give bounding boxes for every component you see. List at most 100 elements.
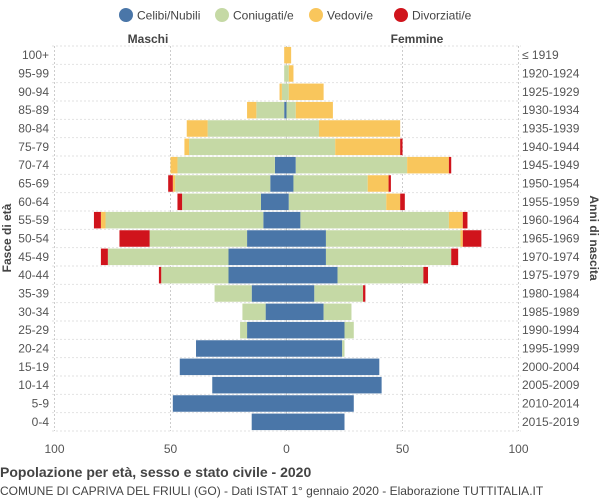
bar-male-celibi-70-74: [274, 156, 287, 174]
bar-female-celibi-20-24: [286, 340, 343, 357]
bar-male-divorziati-50-54: [119, 230, 150, 247]
bar-female-divorziati-70-74: [448, 156, 452, 174]
birth-year-label: 1950-1954: [522, 177, 580, 191]
bar-female-celibi-30-34: [286, 303, 324, 321]
bar-male-coniugati-80-84: [207, 120, 287, 137]
bar-female-vedovi-100+: [286, 46, 292, 64]
bar-male-vedovi-70-74: [170, 156, 178, 174]
age-label: 60-64: [18, 195, 49, 209]
bar-female-vedovi-70-74: [407, 156, 449, 174]
bar-female-coniugati-75-79: [286, 138, 336, 156]
age-label: 65-69: [18, 177, 49, 191]
bar-female-coniugati-60-64: [288, 193, 387, 211]
bar-female-divorziati-50-54: [462, 230, 482, 247]
birth-year-label: 1920-1924: [522, 67, 580, 81]
legend-label-vedovi: Vedovi/e: [327, 9, 373, 23]
bar-female-divorziati-65-69: [388, 175, 391, 192]
bar-male-celibi-50-54: [247, 230, 287, 247]
bar-male-celibi-25-29: [247, 321, 287, 339]
age-label: 95-99: [18, 67, 49, 81]
bar-male-divorziati-55-59: [93, 211, 101, 229]
birth-year-label: 2015-2019: [522, 415, 580, 429]
bar-male-coniugati-70-74: [177, 156, 275, 174]
y-axis-label-right: Anni di nascita: [587, 195, 600, 281]
bar-male-celibi-45-49: [228, 248, 287, 266]
y-axis-label-left: Fasce di età: [0, 203, 14, 272]
birth-year-labels: ≤ 1919 1920-1924 1925-1929 1930-1934 1935-19…: [522, 48, 580, 429]
birth-year-label: 1945-1949: [522, 158, 580, 172]
bar-male-celibi-60-64: [260, 193, 287, 211]
bar-female-coniugati-65-69: [293, 175, 368, 192]
bar-female-coniugati-30-34: [323, 303, 352, 321]
age-label: 85-89: [18, 103, 49, 117]
bar-female-coniugati-85-89: [286, 101, 296, 119]
age-label: 30-34: [18, 305, 49, 319]
legend-item-coniugati: Coniugati/e: [215, 8, 294, 23]
x-tick-label: 100: [44, 442, 64, 456]
femmine-heading: Femmine: [391, 32, 444, 46]
bar-female-divorziati-35-39: [363, 285, 366, 302]
bar-male-celibi-5-9: [172, 395, 287, 412]
birth-year-label: 1990-1994: [522, 323, 580, 337]
age-group-labels: 100+ 95-99 90-94 85-89 80-84 75-79 70-74 65-69 6…: [18, 48, 49, 429]
bar-female-vedovi-80-84: [318, 120, 401, 137]
bar-male-coniugati-90-94: [281, 83, 287, 101]
bar-female-celibi-40-44: [286, 266, 338, 284]
legend: Celibi/Nubili Coniugati/e Vedovi/e Divorzia…: [119, 8, 472, 23]
bar-male-celibi-0-4: [251, 413, 287, 431]
bar-female-vedovi-95-99: [288, 65, 294, 82]
bar-female-celibi-65-69: [286, 175, 294, 192]
bar-female-coniugati-95-99: [286, 65, 289, 82]
age-label: 50-54: [18, 232, 49, 246]
age-label: 75-79: [18, 140, 49, 154]
birth-year-label: 1985-1989: [522, 305, 580, 319]
birth-year-label: 1930-1934: [522, 103, 580, 117]
bar-male-vedovi-85-89: [247, 101, 257, 119]
bar-female-vedovi-85-89: [295, 101, 333, 119]
bar-male-celibi-30-34: [265, 303, 287, 321]
bar-male-celibi-55-59: [263, 211, 287, 229]
bar-male-coniugati-75-79: [189, 138, 287, 156]
bar-male-coniugati-25-29: [240, 321, 248, 339]
bars: [93, 46, 482, 431]
legend-swatch-vedovi: [309, 8, 323, 22]
bar-male-coniugati-45-49: [107, 248, 229, 266]
bar-male-coniugati-30-34: [242, 303, 266, 321]
age-label: 10-14: [18, 378, 49, 392]
age-label: 100+: [22, 48, 49, 62]
bar-female-coniugati-40-44: [337, 266, 424, 284]
bar-female-celibi-35-39: [286, 285, 315, 302]
legend-label-coniugati: Coniugati/e: [233, 9, 294, 23]
bar-male-celibi-40-44: [228, 266, 287, 284]
age-label: 15-19: [18, 360, 49, 374]
legend-swatch-celibi: [119, 8, 133, 22]
bar-male-coniugati-60-64: [182, 193, 261, 211]
bar-female-celibi-15-19: [286, 358, 380, 376]
age-label: 40-44: [18, 268, 49, 282]
birth-year-label: 2000-2004: [522, 360, 580, 374]
bar-male-celibi-20-24: [196, 340, 287, 357]
bar-male-divorziati-60-64: [177, 193, 183, 211]
bar-female-divorziati-60-64: [400, 193, 405, 211]
birth-year-label: 1975-1979: [522, 268, 580, 282]
x-tick-label: 100: [508, 442, 528, 456]
bar-female-celibi-45-49: [286, 248, 326, 266]
bar-female-coniugati-20-24: [342, 340, 345, 357]
bar-female-celibi-55-59: [286, 211, 301, 229]
x-axis-tick-labels: 100 50 0 50 100: [44, 442, 528, 456]
bar-male-coniugati-55-59: [105, 211, 264, 229]
bar-male-vedovi-55-59: [100, 211, 106, 229]
bar-male-coniugati-95-99: [284, 65, 287, 82]
bar-female-celibi-70-74: [286, 156, 296, 174]
bar-male-coniugati-40-44: [161, 266, 229, 284]
bar-male-coniugati-50-54: [149, 230, 248, 247]
bar-female-vedovi-50-54: [460, 230, 463, 247]
age-label: 0-4: [32, 415, 50, 429]
footer-title: Popolazione per età, sesso e stato civil…: [0, 464, 312, 480]
age-label: 70-74: [18, 158, 49, 172]
legend-item-vedovi: Vedovi/e: [309, 8, 373, 23]
bar-female-divorziati-55-59: [462, 211, 468, 229]
bar-male-vedovi-100+: [284, 46, 287, 64]
bar-female-celibi-5-9: [286, 395, 354, 412]
